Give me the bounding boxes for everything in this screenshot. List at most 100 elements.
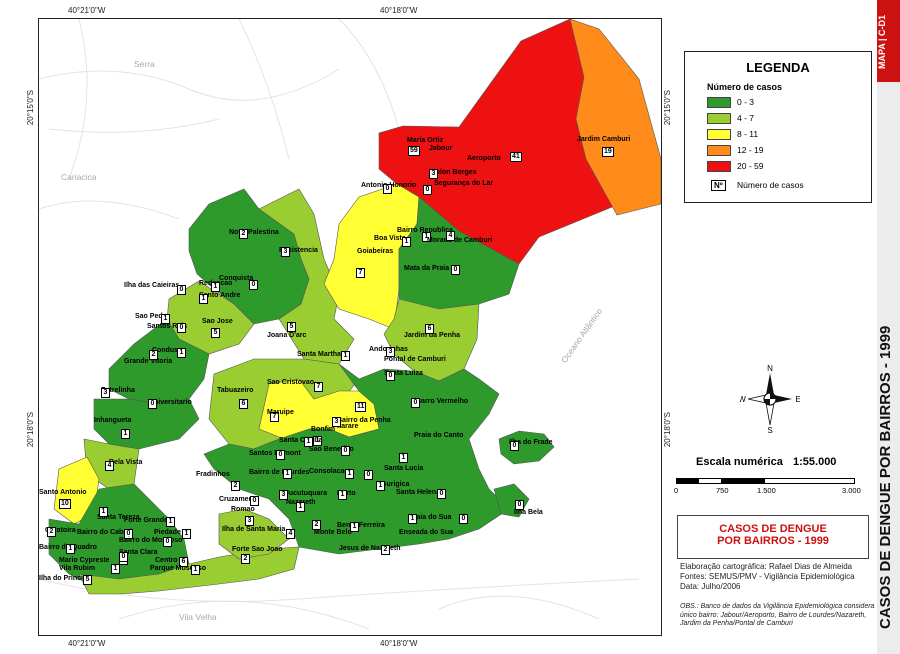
- case-count-badge: 0: [163, 537, 172, 547]
- case-count-badge: 3: [386, 347, 395, 357]
- case-count-badge: 1: [304, 437, 313, 447]
- side-code: MAPA | C-D1: [877, 14, 887, 70]
- case-count-badge: 1: [166, 517, 175, 527]
- case-count-badge: 0: [411, 398, 420, 408]
- case-count-badge: 0: [250, 496, 259, 506]
- neighborhood-label: Enseada do Sua: [399, 529, 454, 536]
- region-jardim-da-penha[interactable]: [383, 298, 480, 382]
- title-line-2: POR BAIRROS - 1999: [717, 535, 829, 547]
- neighborhood-label: Maria Ortiz: [407, 137, 444, 144]
- legend-subtitle: Número de casos: [707, 82, 783, 92]
- neighborhood-label: Bento Ferreira: [337, 522, 385, 529]
- map-frame[interactable]: Serra Cariacica Vila Velha Oceano Atlânt…: [38, 18, 662, 636]
- neighborhood-label: Gurigica: [381, 481, 410, 488]
- region-southeast[interactable]: [203, 363, 510, 555]
- case-count-badge: 0: [459, 514, 468, 524]
- scale-label: Escala numérica: [696, 456, 783, 468]
- region-estrelinha[interactable]: [93, 398, 200, 450]
- count-symbol: Nº: [711, 180, 726, 191]
- legend-label: 0 - 3: [737, 97, 755, 107]
- case-count-badge: 5: [287, 322, 296, 332]
- neighborhood-label: Santos Dumont: [249, 450, 301, 457]
- background-roads: [39, 19, 640, 630]
- title-box: CASOS DE DENGUE POR BAIRROS - 1999: [677, 515, 869, 559]
- case-count-badge: 1: [350, 522, 359, 532]
- neighborhood-label: Santos Reis: [147, 323, 188, 330]
- neighborhood-label: Fradinhos: [196, 471, 230, 478]
- case-count-badge: 0: [124, 529, 133, 539]
- neighborhood-label: Praia do Canto: [414, 432, 464, 439]
- case-count-badge: 3: [279, 490, 288, 500]
- scale-segment: [721, 479, 765, 483]
- neighborhood-label: Inhangueta: [94, 417, 132, 424]
- neighborhood-label: Forte Grande: [124, 517, 168, 524]
- case-count-badge: 0: [383, 184, 392, 194]
- tick-right-2: 20°18'0"S: [663, 412, 672, 448]
- neighborhood-label: Barro Vermelho: [416, 398, 469, 405]
- legend-label: 12 - 19: [737, 145, 764, 155]
- neighborhood-label: Sao Benedito: [309, 446, 354, 453]
- region-forte-sao-joao[interactable]: [218, 508, 290, 560]
- tick-bottom-1: 40°21'0"W: [68, 639, 106, 648]
- legend-swatch: [707, 161, 731, 172]
- neighborhood-label: Boa Vista: [374, 235, 406, 242]
- case-count-badge: 1: [111, 564, 120, 574]
- case-count-badge: 2: [47, 527, 56, 537]
- map-canvas: [39, 19, 661, 630]
- legend-label: 8 - 11: [737, 129, 759, 139]
- credit-line: Elaboração cartográfica: Rafael Dias de …: [680, 562, 853, 571]
- neighborhood-label: Santa Cecilia: [279, 437, 323, 444]
- case-count-badge: 0: [276, 450, 285, 460]
- legend-label: 20 - 59: [737, 161, 764, 171]
- neighborhood-label: Conquista: [219, 275, 254, 282]
- place-cariacica: Cariacica: [61, 172, 97, 182]
- neighborhood-label: Bairro Republica: [397, 227, 454, 234]
- neighborhood-label: Tabuazeiro: [217, 387, 254, 394]
- case-count-badge: 5: [83, 575, 92, 585]
- case-count-badge: 0: [177, 323, 186, 333]
- neighborhood-label: Pontal de Camburi: [384, 356, 446, 363]
- neighborhood-label: Jesus de Nazareth: [339, 545, 401, 552]
- case-count-badge: 0: [177, 285, 186, 295]
- neighborhood-label: Santa Tereza: [97, 514, 140, 521]
- region-grande-vitoria[interactable]: [108, 318, 210, 405]
- tick-top-2: 40°18'0"W: [380, 6, 418, 15]
- credit-line: Fontes: SEMUS/PMV - Vigilância Epidemiol…: [680, 572, 855, 581]
- compass-w: W: [740, 395, 746, 404]
- case-count-badge: 1: [345, 469, 354, 479]
- neighborhood-label: Morada de Camburi: [427, 237, 493, 244]
- obs-note: OBS.: Banco de dados da Vigilância Epide…: [680, 603, 875, 627]
- side-strip: [877, 0, 900, 654]
- compass-n: N: [767, 365, 773, 373]
- case-count-badge: 1: [338, 490, 347, 500]
- case-count-badge: 0: [386, 371, 395, 381]
- neighborhood-label: Bela Vista: [109, 459, 143, 466]
- scale-bar: [676, 478, 855, 484]
- neighborhood-label: Santa Martha: [297, 351, 341, 358]
- neighborhood-label: Sao Cristovao: [267, 379, 315, 386]
- case-count-badge: 0: [341, 446, 350, 456]
- neighborhood-label: Praia do Sua: [409, 514, 452, 521]
- case-count-badge: 0: [451, 265, 460, 275]
- neighborhood-label: Cruzamento: [219, 496, 260, 503]
- case-count-badge: 3: [429, 169, 438, 179]
- place-vila-velha: Vila Velha: [179, 612, 217, 622]
- tick-right-1: 20°15'0"S: [663, 90, 672, 126]
- case-count-badge: 2: [239, 229, 248, 239]
- case-count-badge: 0: [364, 470, 373, 480]
- neighborhood-label: Estrelinha: [101, 387, 135, 394]
- case-count-badge: 7: [270, 412, 279, 422]
- region-jardim-camburi[interactable]: [569, 19, 661, 216]
- neighborhood-label: Bairro da Penha: [337, 417, 391, 424]
- neighborhood-label: Mario Cypreste: [59, 557, 110, 564]
- case-count-badge: 1: [296, 502, 305, 512]
- neighborhood-label: Caratoira: [45, 527, 76, 534]
- case-count-badge: 1: [121, 429, 130, 439]
- neighborhood-label: Bairro do Moscoso: [119, 537, 183, 544]
- region-southwest[interactable]: [48, 483, 190, 585]
- neighborhood-label: Jabour: [429, 145, 453, 152]
- case-count-badge: 1: [99, 507, 108, 517]
- scale-tick: 750: [716, 486, 729, 495]
- region-ilha-do-frade[interactable]: [498, 430, 555, 465]
- title-line-1: CASOS DE DENGUE: [719, 523, 827, 535]
